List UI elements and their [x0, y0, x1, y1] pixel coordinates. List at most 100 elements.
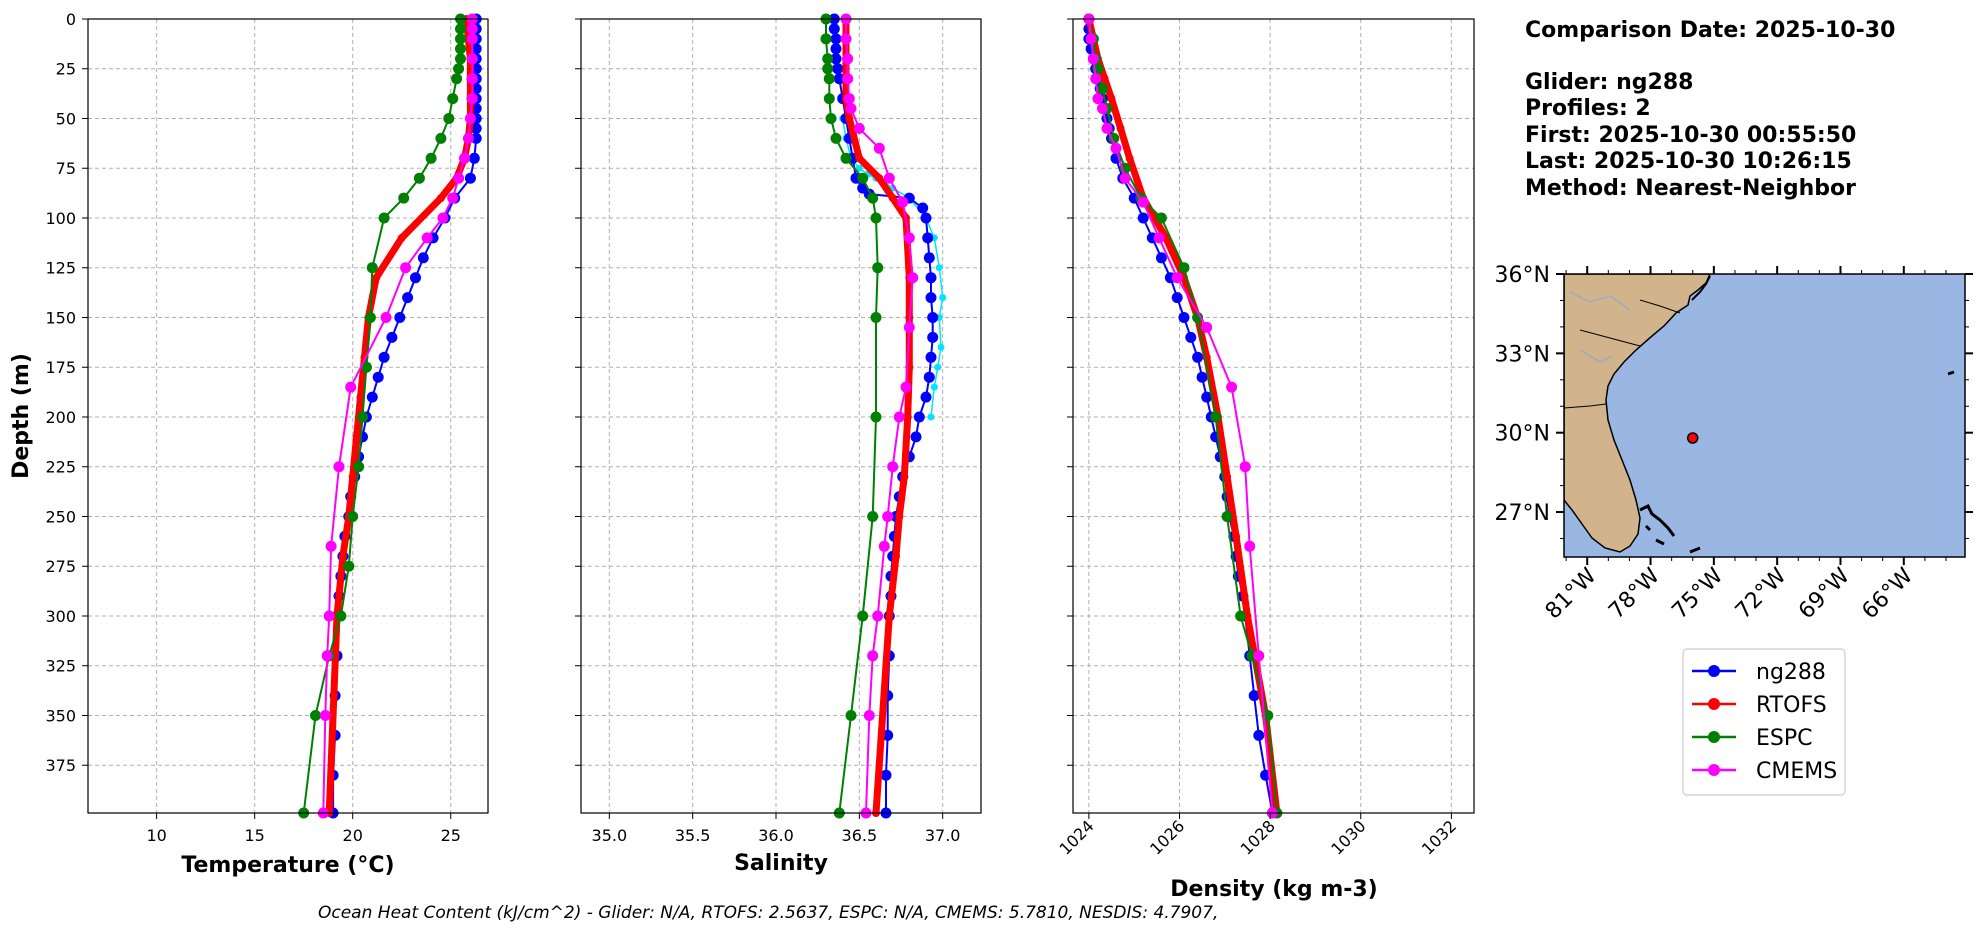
den-point-rtofs — [1232, 532, 1241, 541]
density-axis-title: Density (kg m-3) — [1170, 877, 1378, 902]
temp-point-ng288 — [402, 292, 414, 304]
legend-marker-espc — [1708, 731, 1720, 743]
den-point-espc — [1221, 511, 1233, 522]
den-point-espc — [1235, 610, 1247, 622]
temp-point-rtofs — [352, 432, 361, 441]
den-point-espc — [1097, 83, 1108, 95]
depth-y-tick-label: 100 — [45, 209, 76, 228]
map-state-border-3 — [1564, 403, 1607, 409]
sal-point-espc — [840, 152, 852, 164]
map-bermuda — [1947, 370, 1955, 376]
temp-point-espc — [451, 73, 463, 85]
sal-point-ng288 — [910, 431, 922, 443]
temperature-axis-title: Temperature (°C) — [181, 853, 394, 878]
temp-point-espc — [378, 212, 390, 224]
sal-point-cmems — [843, 93, 855, 105]
sal-point-rtofs — [900, 472, 909, 481]
temperature-x-ticks: 10 15 20 25 — [146, 813, 461, 845]
den-point-cmems — [1244, 540, 1256, 552]
salinity-x-ticks: 35.0 35.5 36.0 36.5 37.0 — [592, 813, 961, 845]
temp-point-ng288 — [468, 152, 480, 164]
sal-point-cmems — [893, 411, 905, 423]
temperature-axes-frame — [87, 18, 489, 814]
sal-point-espc — [857, 610, 869, 622]
sal-point-ng288 — [917, 202, 929, 214]
temp-point-espc — [425, 152, 437, 164]
den-point-cmems — [1201, 321, 1213, 333]
temp-point-cmems — [421, 232, 433, 244]
temp-point-espc — [413, 172, 425, 184]
legend-label-cmems: CMEMS — [1756, 759, 1837, 784]
map-lon-tick-label: 75°W — [1667, 563, 1728, 624]
glider-location-marker — [1686, 432, 1699, 444]
sal-point-ng288 — [925, 351, 937, 363]
temp-point-cmems — [323, 610, 335, 622]
sal-point-cmems — [907, 272, 919, 284]
map-lon-tick-label: 72°W — [1731, 563, 1792, 624]
sal-point-cmems — [903, 232, 915, 244]
den-point-ng288 — [1196, 371, 1208, 383]
sal-point-ng288 — [920, 391, 932, 403]
temp-point-cmems — [321, 650, 333, 662]
den-point-cmems — [1226, 381, 1238, 393]
density-y-tick-marks — [1067, 18, 1073, 766]
sal-point-espc — [857, 172, 869, 184]
temp-point-espc — [443, 113, 455, 124]
den-point-cmems — [1097, 103, 1108, 114]
den-point-espc — [1155, 212, 1167, 224]
den-x-tick-label: 1030 — [1327, 816, 1369, 858]
temp-point-cmems — [459, 152, 470, 164]
temp-point-ng288 — [386, 331, 398, 343]
den-point-ng288 — [1185, 331, 1197, 343]
depth-y-tick-label: 150 — [45, 308, 76, 327]
temp-point-espc — [455, 53, 466, 65]
temp-point-rtofs — [348, 472, 357, 481]
sal-point-rtofs — [885, 612, 894, 620]
sal-point-ng288 — [922, 232, 934, 244]
sal-point-rtofs — [892, 552, 900, 561]
den-point-espc — [1178, 262, 1190, 274]
temp-point-cmems — [462, 132, 474, 144]
sal-point-rtofs — [855, 154, 864, 163]
legend-entry-cmems: CMEMS — [1692, 759, 1837, 784]
temp-x-tick-label: 25 — [441, 826, 461, 845]
sal-point-espc — [822, 63, 834, 75]
den-point-cmems — [1239, 461, 1251, 473]
temp-x-tick-label: 20 — [343, 826, 363, 845]
temp-point-espc — [455, 23, 466, 35]
map-coast-outer-banks — [1691, 275, 1711, 301]
sal-point-ng288 — [832, 63, 844, 75]
legend-entry-espc: ESPC — [1692, 726, 1813, 751]
temp-point-espc — [453, 63, 465, 75]
temp-point-espc — [455, 33, 466, 45]
sal-point-ng288 — [830, 33, 842, 45]
temperature-grid — [88, 18, 488, 813]
temp-point-ng288 — [372, 371, 384, 383]
sal-point-cmems — [883, 172, 895, 184]
temp-point-rtofs — [356, 393, 365, 402]
sal-point-rtofs — [875, 174, 884, 183]
sal-point-rtofs — [895, 512, 904, 521]
sal-x-tick-label: 37.0 — [925, 826, 961, 845]
temp-point-espc — [360, 361, 372, 373]
temp-x-tick-label: 10 — [146, 826, 166, 845]
method: Method: Nearest-Neighbor — [1525, 176, 1856, 201]
den-point-ng288 — [1178, 312, 1190, 323]
sal-point-ng288_alt — [930, 383, 938, 391]
temp-point-rtofs — [436, 194, 445, 203]
temp-point-espc — [398, 192, 410, 204]
sal-point-espc — [823, 73, 835, 85]
temp-point-cmems — [466, 23, 478, 35]
temp-point-rtofs — [397, 233, 406, 242]
legend-label-rtofs: RTOFS — [1756, 693, 1827, 718]
sal-point-ng288_alt — [935, 264, 943, 272]
sal-point-espc — [830, 132, 842, 144]
sal-point-ng288_alt — [934, 363, 942, 371]
temp-point-espc — [366, 262, 378, 274]
sal-point-rtofs — [888, 194, 897, 203]
map-lat-tick-label: 30°N — [1495, 422, 1550, 447]
temp-point-cmems — [333, 461, 345, 473]
map-lon-tick-label: 66°W — [1857, 563, 1918, 624]
temp-point-espc — [310, 710, 321, 721]
